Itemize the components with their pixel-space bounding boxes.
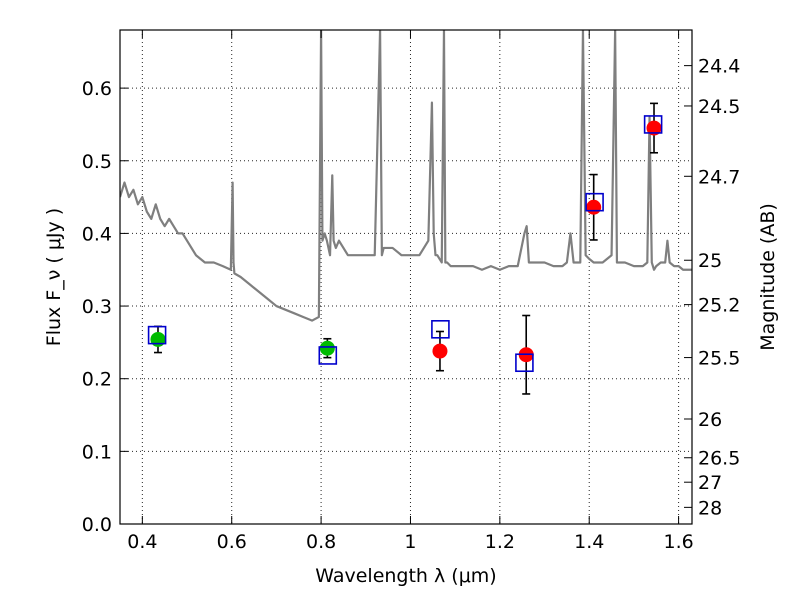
x-tick-label: 0.6 [217,531,247,553]
x-tick-label: 0.8 [306,531,336,553]
x-tick-label: 1.6 [663,531,693,553]
plot-background [120,30,692,524]
magnitude-tick-label: 26 [698,409,722,431]
magnitude-tick-label: 25 [698,250,722,272]
x-tick-label: 1.2 [485,531,515,553]
data-point [150,331,166,347]
x-tick-label: 0.4 [127,531,157,553]
magnitude-tick-label: 24.4 [698,56,740,78]
data-point [319,340,335,356]
data-point [646,120,662,136]
y-tick-label: 0.5 [82,151,112,173]
y-tick-label: 0.4 [82,223,112,245]
y-axis-title: Flux F_ν ( μJy ) [43,208,65,346]
magnitude-tick-label: 28 [698,497,722,519]
model-point [318,346,338,365]
y-tick-label: 0.3 [82,296,112,318]
y-tick-label: 0.1 [82,441,112,463]
series-layer [120,30,692,395]
model-point [515,353,534,373]
model-point [585,192,604,212]
magnitude-axis: 24.4 24.5 24.7 25 25.2 25.5 26 26.527 28 [684,56,740,519]
magnitude-tick-label: 24.7 [698,166,740,188]
magnitude-tick-label: 26.5 [698,448,740,470]
model-point [147,325,167,345]
magnitude-axis-title: Magnitude (AB) [757,203,779,351]
y-tick-label: 0.2 [82,369,112,391]
x-axis-title: Wavelength λ (μm) [315,565,496,587]
magnitude-tick-label: 25.2 [698,295,740,317]
grid [120,30,692,524]
x-tick-label: 1 [404,531,416,553]
data-point [586,199,602,215]
x-axis: 0.4 0.6 0.8 1 1.2 1.4 1.6 [127,30,694,553]
data-point [432,343,448,359]
spectrum-line [120,30,692,322]
y-tick-label: 0.6 [82,78,112,100]
magnitude-tick-label: 24.5 [698,96,740,118]
plot-frame [119,29,693,525]
magnitude-tick-label: 27 [698,472,722,494]
x-tick-label: 1.4 [574,531,604,553]
model-point [643,115,663,134]
model-point [431,320,450,339]
y-tick-label: 0.0 [82,514,112,536]
magnitude-tick-label: 25.5 [698,348,740,370]
y-axis: 0.0 0.1 0.2 0.3 0.4 0.5 0.6 [82,78,128,536]
